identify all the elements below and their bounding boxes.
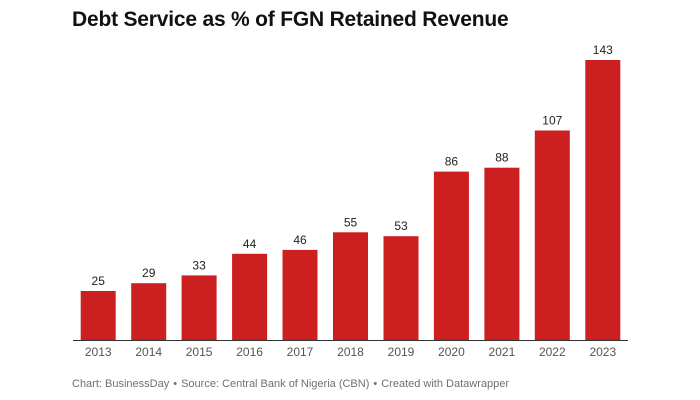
bar-2013	[80, 291, 116, 340]
footer-credit: Chart: BusinessDay	[72, 378, 170, 390]
chart-title: Debt Service as % of FGN Retained Revenu…	[72, 8, 509, 31]
bar-2016	[232, 253, 268, 340]
x-tick-label-2015: 2015	[186, 345, 213, 359]
value-label-2020: 86	[445, 155, 459, 169]
value-label-2013: 25	[92, 274, 106, 288]
bars-layer	[80, 60, 621, 340]
value-label-2019: 53	[394, 219, 408, 233]
footer-separator: •	[373, 378, 378, 390]
x-tick-label-2017: 2017	[287, 345, 314, 359]
value-label-2016: 44	[243, 237, 257, 251]
value-label-2018: 55	[344, 215, 358, 229]
x-tick-label-2019: 2019	[388, 345, 415, 359]
x-tick-label-2020: 2020	[438, 345, 465, 359]
footer-separator: •	[173, 378, 178, 390]
bar-2020	[433, 171, 469, 340]
chart-footer: Chart: BusinessDay • Source: Central Bank …	[72, 378, 509, 390]
x-tick-label-2014: 2014	[135, 345, 162, 359]
value-label-2014: 29	[142, 266, 156, 280]
value-label-2021: 88	[495, 151, 509, 165]
bar-2015	[181, 275, 217, 340]
value-label-2017: 46	[293, 233, 307, 247]
bar-2019	[383, 236, 419, 340]
bar-2014	[131, 283, 167, 340]
bar-2018	[333, 232, 368, 340]
value-label-2015: 33	[192, 258, 206, 272]
value-label-2023: 143	[593, 43, 613, 57]
x-tick-label-2022: 2022	[539, 345, 566, 359]
value-label-2022: 107	[542, 114, 562, 128]
x-tick-label-2021: 2021	[489, 345, 516, 359]
x-tick-label-2023: 2023	[589, 345, 616, 359]
bar-2017	[282, 249, 318, 340]
bar-2021	[484, 167, 520, 340]
value-labels-layer: 25 29 33 44 46 55 53 86 88 107 143	[92, 43, 614, 288]
bar-2022	[534, 130, 570, 340]
tick-labels-layer: 2013 2014 2015 2016 2017 2018 2019 2020 2021 2022…	[85, 345, 617, 359]
footer-tool: Created with Datawrapper	[381, 378, 510, 390]
x-tick-label-2018: 2018	[337, 345, 364, 359]
footer-source: Source: Central Bank of Nigeria (CBN)	[181, 378, 370, 390]
bar-2023	[585, 60, 621, 340]
x-tick-label-2016: 2016	[236, 345, 263, 359]
x-tick-label-2013: 2013	[85, 345, 112, 359]
